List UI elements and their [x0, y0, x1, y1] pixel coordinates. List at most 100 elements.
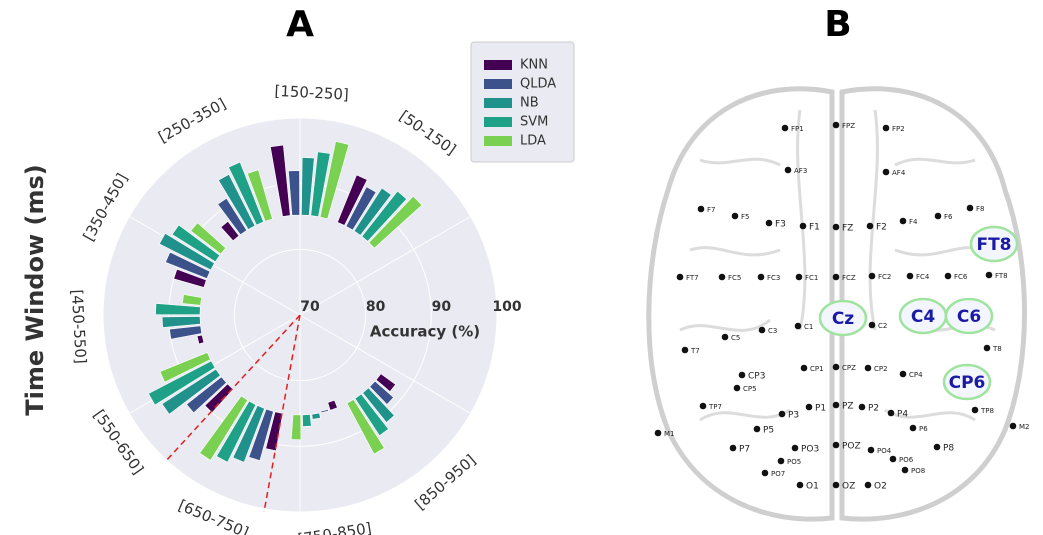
electrode — [801, 365, 808, 372]
electrode — [796, 274, 803, 281]
r-tick-label: 80 — [366, 299, 386, 315]
electrode-label: FCZ — [842, 274, 856, 282]
electrode — [869, 322, 876, 329]
electrode-label: TP8 — [980, 407, 994, 415]
electrode — [865, 365, 872, 372]
electrode-label: C1 — [804, 323, 813, 331]
legend-swatch — [484, 60, 512, 70]
electrode — [907, 273, 914, 280]
electrode-label: FT8 — [995, 272, 1008, 280]
electrode-label: OZ — [842, 482, 855, 492]
electrode-label: PO4 — [877, 447, 892, 455]
electrode — [758, 274, 765, 281]
electrode — [833, 482, 840, 489]
electrode — [800, 223, 807, 230]
electrode — [984, 345, 991, 352]
bar — [312, 413, 321, 419]
electrode — [934, 444, 941, 451]
electrode — [806, 404, 813, 411]
electrode — [902, 467, 909, 474]
electrode-label: FZ — [842, 224, 853, 234]
legend-swatch — [484, 117, 512, 127]
electrode — [785, 167, 792, 174]
electrode — [900, 371, 907, 378]
electrode-label: F2 — [876, 223, 887, 233]
electrode-label: CPZ — [842, 364, 856, 372]
electrode-label: FC1 — [805, 274, 818, 282]
electrode-label: FC5 — [728, 274, 741, 282]
electrode-label: O1 — [806, 482, 819, 492]
electrode-label: PZ — [842, 402, 854, 412]
legend-label: LDA — [520, 134, 546, 149]
electrode — [782, 125, 789, 132]
panel-title: A — [286, 4, 314, 45]
legend-swatch — [484, 98, 512, 108]
electrode — [1010, 423, 1017, 430]
electrode-label: P8 — [943, 444, 954, 454]
panel-title: B — [824, 4, 851, 45]
electrode — [759, 327, 766, 334]
electrode-label: FC4 — [916, 273, 930, 281]
electrode — [722, 334, 729, 341]
electrode-label: T7 — [690, 347, 700, 355]
electrode — [868, 447, 875, 454]
electrode — [935, 213, 942, 220]
electrode — [883, 125, 890, 132]
electrode — [795, 323, 802, 330]
electrode — [833, 122, 840, 129]
electrode-label: CP4 — [909, 371, 923, 379]
electrode — [677, 274, 684, 281]
electrode-label: P1 — [815, 404, 826, 414]
electrode-label: F4 — [909, 218, 918, 226]
electrode — [883, 169, 890, 176]
electrode — [972, 407, 979, 414]
r-tick-label: 90 — [432, 299, 452, 315]
legend-label: NB — [520, 96, 539, 111]
electrode — [797, 482, 804, 489]
electrode — [730, 445, 737, 452]
electrode — [945, 273, 952, 280]
electrode-label: O2 — [874, 482, 887, 492]
electrode — [867, 223, 874, 230]
electrode-label: PO3 — [801, 445, 819, 455]
electrode-label: C3 — [768, 327, 777, 335]
electrode-label: P3 — [788, 411, 799, 421]
electrode — [833, 402, 840, 409]
bar — [291, 415, 301, 440]
electrode-label: CP3 — [748, 372, 765, 382]
electrode — [700, 403, 707, 410]
electrode-label: CP5 — [743, 385, 757, 393]
electrode-label: CP1 — [810, 365, 824, 373]
electrode-label: P4 — [897, 410, 908, 420]
electrode-label: FP1 — [791, 125, 804, 133]
highlight-label: FT8 — [976, 235, 1011, 255]
electrode-label: F1 — [809, 223, 820, 233]
category-label: [750-850] — [297, 519, 373, 535]
r-tick-label: 100 — [492, 299, 521, 315]
electrode-label: FPZ — [842, 122, 855, 130]
highlight-label: C4 — [911, 307, 935, 327]
electrode-label: C5 — [731, 334, 740, 342]
legend-label: SVM — [520, 115, 548, 130]
electrode — [778, 458, 785, 465]
electrode-label: P5 — [763, 426, 774, 436]
r-axis-title: Accuracy (%) — [370, 323, 480, 341]
electrode-label: FP2 — [892, 125, 905, 133]
electrode-label: M1 — [664, 430, 675, 438]
highlight-label: CP6 — [949, 373, 986, 393]
electrode-label: FC2 — [878, 273, 891, 281]
electrode-label: PO8 — [911, 467, 925, 475]
y-axis-title: Time Window (ms) — [21, 164, 49, 415]
electrode — [888, 410, 895, 417]
electrode-label: CP2 — [874, 365, 888, 373]
category-label: [450-550] — [68, 289, 90, 364]
highlight-label: Cz — [832, 309, 854, 329]
electrode-label: F6 — [944, 213, 953, 221]
electrode — [900, 218, 907, 225]
electrode — [732, 213, 739, 220]
electrode — [698, 206, 705, 213]
electrode-label: FC6 — [954, 273, 968, 281]
electrode-label: P6 — [919, 425, 928, 433]
electrode-label: F3 — [775, 220, 786, 230]
electrode — [833, 274, 840, 281]
